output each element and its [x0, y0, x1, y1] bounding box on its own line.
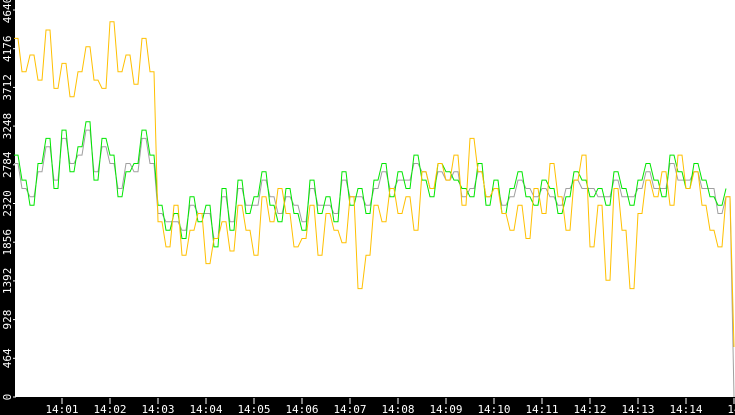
y-tick-label: 0 — [1, 394, 14, 401]
x-axis-band — [0, 399, 735, 415]
y-tick-label: 1392 — [1, 268, 14, 295]
series-group — [14, 21, 735, 398]
x-tick-label: 14 — [727, 403, 735, 415]
series-line-0 — [14, 129, 735, 398]
x-tick-label: 14:08 — [381, 403, 414, 415]
y-tick-label: 928 — [1, 310, 14, 330]
x-tick-label: 14:01 — [45, 403, 78, 415]
x-tick-label: 14:03 — [141, 403, 174, 415]
y-tick-label: 3248 — [1, 113, 14, 140]
y-tick-label: 1856 — [1, 229, 14, 256]
y-ticks: 0 464 928 1392 1856 2320 2784 3248 3712 4176 4640 — [1, 0, 16, 400]
x-tick-label: 14:07 — [333, 403, 366, 415]
x-tick-label: 14:10 — [477, 403, 510, 415]
y-tick-label: 464 — [1, 348, 14, 368]
x-tick-label: 14:02 — [93, 403, 126, 415]
x-tick-label: 14:09 — [429, 403, 462, 415]
y-tick-label: 4640 — [1, 0, 14, 23]
x-tick-label: 14:13 — [621, 403, 654, 415]
x-tick-label: 14:11 — [525, 403, 558, 415]
series-line-2 — [14, 21, 735, 348]
x-tick-label: 14:14 — [669, 403, 702, 415]
x-ticks: 14:01 14:02 14:03 14:04 14:05 14:06 14:07 14:08… — [45, 398, 735, 415]
x-tick-label: 14:04 — [189, 403, 222, 415]
y-tick-label: 4176 — [1, 35, 14, 62]
y-axis-band — [0, 0, 15, 415]
x-tick-label: 14:06 — [285, 403, 318, 415]
y-tick-label: 2784 — [1, 151, 14, 178]
y-tick-label: 3712 — [1, 74, 14, 101]
y-tick-label: 2320 — [1, 190, 14, 217]
series-line-1 — [14, 121, 727, 248]
x-tick-label: 14:12 — [573, 403, 606, 415]
x-tick-label: 14:05 — [237, 403, 270, 415]
